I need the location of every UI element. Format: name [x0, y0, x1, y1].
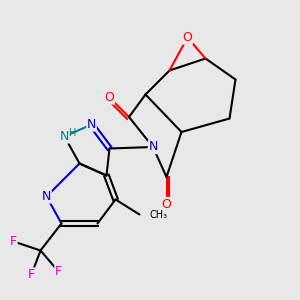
- Text: F: F: [10, 235, 17, 248]
- Text: O: O: [183, 31, 192, 44]
- Text: H: H: [69, 128, 76, 138]
- Text: O: O: [105, 91, 114, 104]
- Text: N: N: [60, 130, 69, 143]
- Text: O: O: [162, 197, 171, 211]
- Text: N: N: [42, 190, 51, 203]
- Text: N: N: [87, 118, 96, 131]
- Text: F: F: [55, 265, 62, 278]
- Text: N: N: [148, 140, 158, 154]
- Text: F: F: [28, 268, 35, 281]
- Text: CH₃: CH₃: [150, 209, 168, 220]
